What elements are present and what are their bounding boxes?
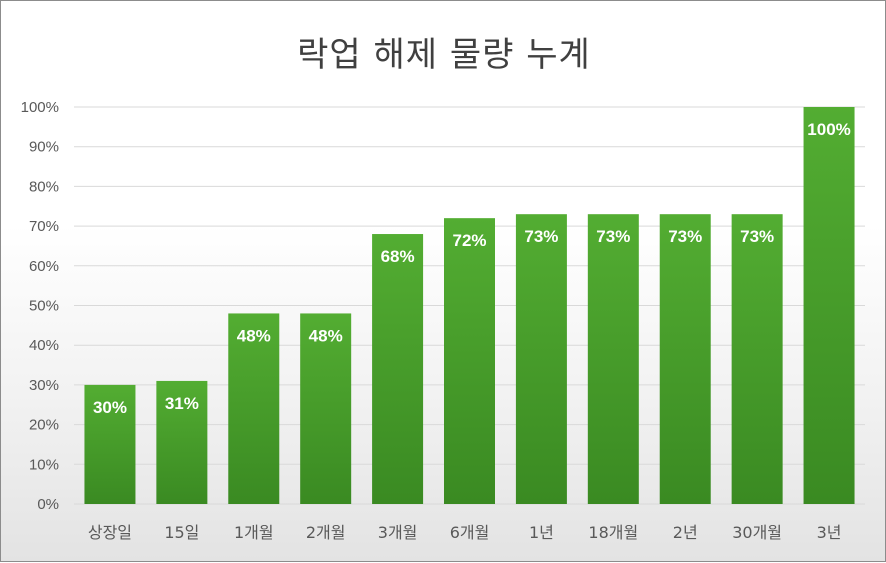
bar: [587, 214, 639, 504]
bars: [84, 107, 855, 505]
y-tick-label: 40%: [29, 337, 59, 354]
data-label: 48%: [309, 326, 343, 345]
x-category-label: 2년: [673, 523, 698, 542]
y-tick-label: 100%: [21, 99, 59, 116]
x-category-label: 18개월: [588, 523, 638, 542]
data-label: 73%: [596, 227, 630, 246]
data-label: 72%: [452, 231, 486, 250]
bar: [372, 234, 424, 505]
bar: [300, 313, 352, 504]
bar: [803, 107, 855, 504]
bar: [156, 380, 208, 504]
x-category-label: 15일: [164, 523, 199, 542]
x-category-label: 3개월: [378, 523, 418, 542]
data-label: 73%: [740, 227, 774, 246]
x-category-label: 1개월: [234, 523, 274, 542]
bar: [444, 218, 495, 504]
data-label: 48%: [237, 326, 271, 345]
y-tick-label: 80%: [29, 178, 59, 195]
y-tick-label: 70%: [29, 218, 59, 235]
data-label: 68%: [381, 247, 415, 266]
data-label: 73%: [524, 227, 558, 246]
y-tick-label: 0%: [37, 496, 59, 513]
bar: [228, 313, 280, 504]
x-category-label: 30개월: [732, 523, 782, 542]
y-tick-label: 30%: [29, 377, 59, 394]
labels: 0% 10% 20% 30% 40% 50% 60% 70% 80% 90% 100% 30% 상장일 3…: [21, 99, 851, 542]
x-category-label: 상장일: [88, 523, 132, 542]
x-category-label: 3년: [817, 523, 842, 542]
y-tick-label: 20%: [29, 417, 59, 434]
data-label: 100%: [807, 120, 850, 139]
y-tick-label: 10%: [29, 456, 59, 473]
y-tick-label: 50%: [29, 298, 59, 315]
y-tick-label: 60%: [29, 258, 59, 275]
x-category-label: 1년: [529, 523, 554, 542]
bar: [731, 214, 783, 504]
x-category-label: 2개월: [306, 523, 346, 542]
chart-title: 락업 해제 물량 누계: [297, 35, 591, 75]
data-label: 30%: [93, 398, 127, 417]
data-label: 73%: [668, 227, 702, 246]
x-category-label: 6개월: [450, 523, 490, 542]
bar: [515, 214, 567, 504]
bar: [84, 384, 136, 504]
y-tick-label: 90%: [29, 139, 59, 156]
data-label: 31%: [165, 394, 199, 413]
bar: [659, 214, 711, 504]
